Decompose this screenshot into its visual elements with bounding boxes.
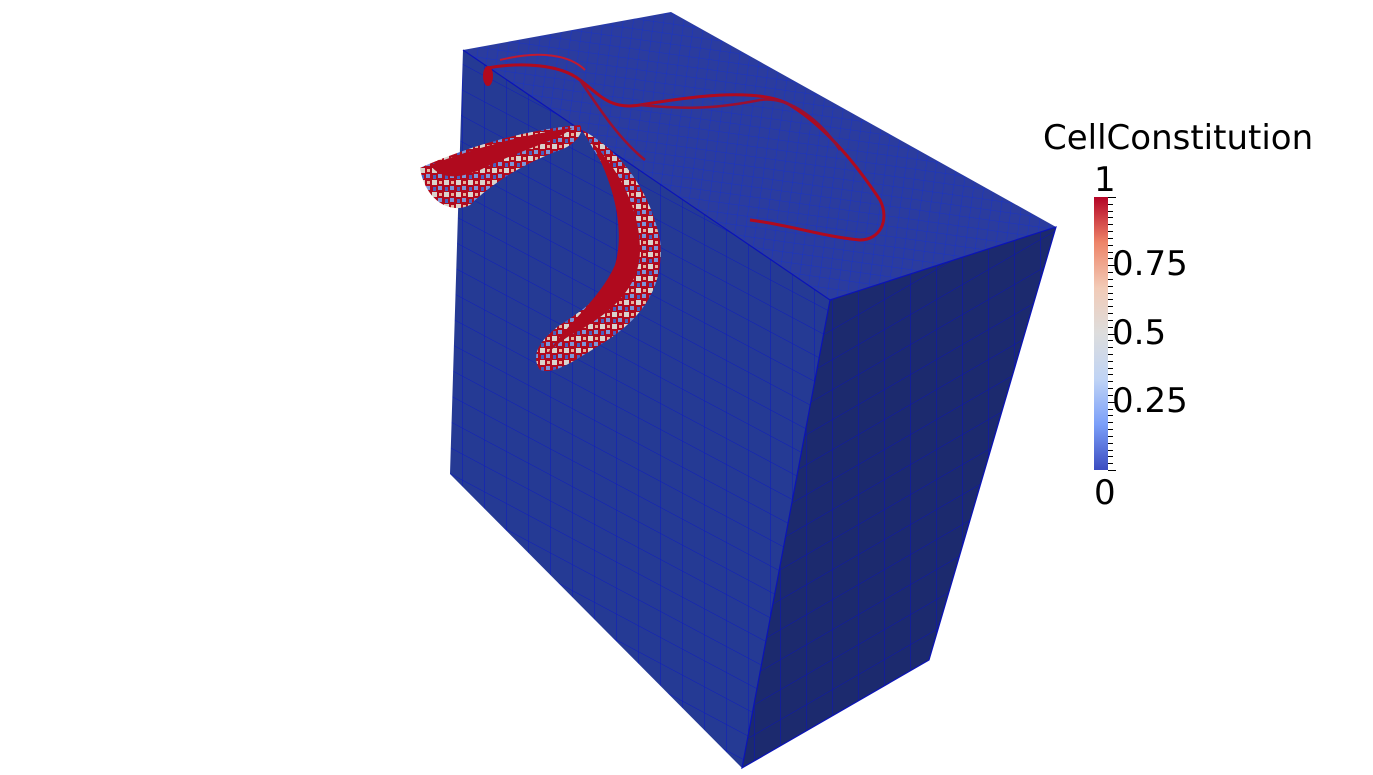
fracture-point [483, 66, 493, 86]
colorbar [1094, 197, 1108, 470]
colorbar-tick-mark [1108, 442, 1113, 444]
fracture-top-branch [578, 79, 842, 161]
colorbar-tick-mark [1108, 278, 1113, 280]
colorbar-tick-label: 0.75 [1112, 244, 1188, 285]
colorbar-tick-label: 0 [1094, 473, 1116, 513]
colorbar-tick-mark [1108, 299, 1113, 301]
mesh-left-face [450, 50, 830, 768]
colorbar-tick-mark [1108, 210, 1113, 212]
colorbar-tick-mark [1108, 258, 1113, 260]
colorbar-tick-mark [1108, 394, 1113, 396]
colorbar-tick-mark [1108, 333, 1116, 335]
colorbar-tick-mark [1108, 429, 1113, 431]
colorbar-tick-mark [1108, 319, 1113, 321]
colorbar-tick-mark [1108, 265, 1116, 267]
colorbar-tick-mark [1108, 347, 1113, 349]
colorbar-tick-mark [1108, 306, 1113, 308]
colorbar-tick-mark [1108, 313, 1113, 315]
colorbar-tick-mark [1108, 422, 1113, 424]
fracture-wing-left [420, 125, 582, 209]
colorbar-tick-mark [1108, 251, 1113, 253]
colorbar-tick-mark [1108, 415, 1113, 417]
fracture-top-edge [499, 53, 586, 71]
colorbar-tick-mark [1108, 367, 1113, 369]
colorbar-tick-mark [1108, 326, 1113, 328]
colorbar-tick-mark [1108, 272, 1113, 274]
mesh-right-face [742, 227, 1056, 768]
colorbar-tick-mark [1108, 456, 1113, 458]
colorbar-tick-mark [1108, 340, 1113, 342]
colorbar-tick-mark [1108, 463, 1113, 465]
colorbar-tick-mark [1108, 470, 1116, 471]
colorbar-tick-mark [1108, 224, 1113, 226]
colorbar-tick-label: 0.5 [1112, 312, 1167, 353]
colorbar-tick-mark [1108, 374, 1113, 376]
colorbar-tick-mark [1108, 217, 1113, 219]
colorbar-tick-mark [1108, 435, 1113, 437]
colorbar-tick-mark [1108, 237, 1113, 239]
colorbar-tick-mark [1108, 197, 1116, 198]
colorbar-tick-mark [1108, 203, 1113, 205]
colorbar-tick-mark [1108, 353, 1113, 355]
colorbar-tick-label: 1 [1094, 160, 1116, 200]
colorbar-title: CellConstitution [1043, 118, 1314, 158]
colorbar-tick-mark [1108, 292, 1113, 294]
fracture-wing-down-core [545, 140, 640, 358]
fracture-wing-left-core [430, 128, 572, 177]
colorbar-tick-mark [1108, 360, 1113, 362]
colorbar-tick-label: 0.25 [1112, 380, 1188, 421]
colorbar-tick-mark [1108, 449, 1113, 451]
colorbar-tick-mark [1108, 231, 1113, 233]
colorbar-tick-mark [1108, 401, 1116, 403]
colorbar-tick-mark [1108, 388, 1113, 390]
colorbar-tick-mark [1108, 408, 1113, 410]
mesh-top-face [463, 12, 1056, 300]
colorbar-tick-mark [1108, 381, 1113, 383]
colorbar-tick-mark [1108, 285, 1113, 287]
mesh-edges [462, 49, 1057, 770]
colorbar-tick-mark [1108, 244, 1113, 246]
fracture-wing-down [536, 130, 661, 371]
